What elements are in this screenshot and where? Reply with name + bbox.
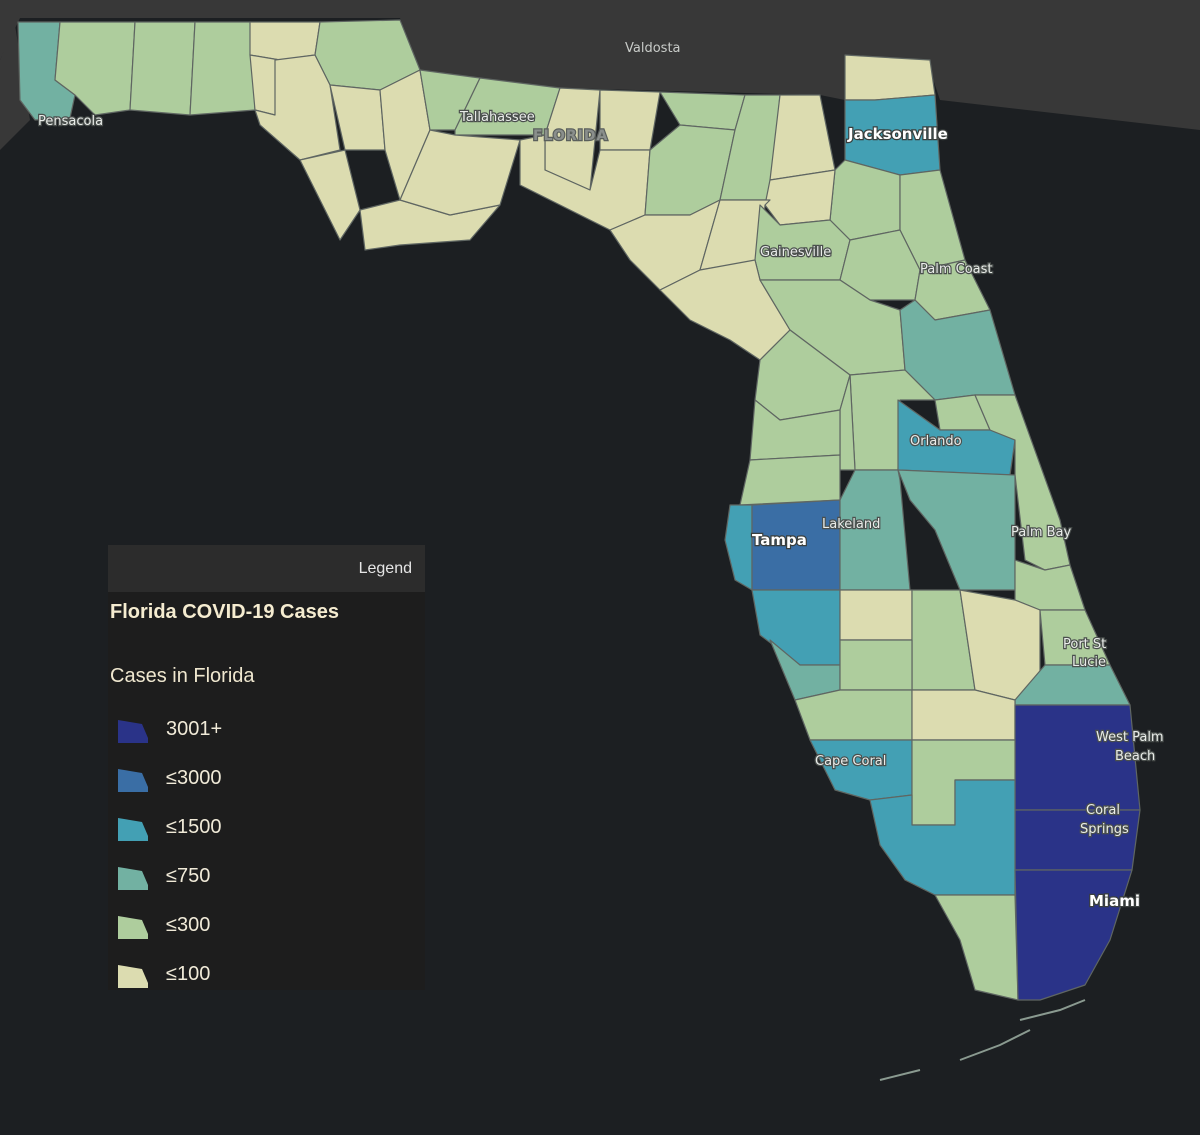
legend-header: Legend (108, 545, 425, 592)
legend-item-label: ≤3000 (166, 767, 222, 789)
county-broward[interactable] (1014, 809, 1141, 871)
label-gainesville: Gainesville (760, 245, 831, 260)
label-tampa: Tampa (752, 531, 807, 549)
legend-item: 3001+ (116, 705, 222, 754)
county-gulf[interactable] (299, 149, 361, 241)
county-osceola[interactable] (897, 469, 1016, 591)
county-walton[interactable] (189, 21, 256, 116)
legend-swatch (118, 915, 148, 939)
county-pinellas[interactable] (724, 504, 753, 591)
legend-swatch (118, 768, 148, 792)
legend-item-label: 3001+ (166, 718, 223, 740)
county-manatee[interactable] (751, 589, 841, 666)
county-glades[interactable] (911, 689, 1016, 741)
county-hardee[interactable] (839, 589, 913, 641)
label-pensacola: Pensacola (38, 114, 103, 129)
label-state-florida: FLORIDA (533, 128, 608, 144)
florida-keys (879, 999, 1086, 1081)
label-coral-springs-line1: Coral (1086, 803, 1120, 818)
legend-swatch (118, 817, 148, 841)
county-madison[interactable] (599, 89, 661, 151)
label-port-st-lucie-line2: Lucie (1072, 655, 1106, 670)
label-palm-bay: Palm Bay (1011, 525, 1072, 540)
legend-swatch-shape (118, 964, 148, 988)
label-port-st-lucie-line1: Port St (1063, 637, 1106, 652)
county-hamilton[interactable] (659, 91, 746, 131)
legend-swatch (118, 964, 148, 988)
label-valdosta: Valdosta (625, 41, 681, 56)
county-desoto[interactable] (839, 639, 913, 691)
legend-item-label: ≤300 (166, 914, 211, 936)
legend-item-label: ≤1500 (166, 816, 222, 838)
label-palm-coast: Palm Coast (920, 262, 993, 277)
legend-swatch-shape (118, 915, 148, 939)
legend-swatch-shape (118, 768, 148, 792)
legend-item: ≤300 (116, 901, 222, 950)
county-wakulla[interactable] (399, 129, 521, 216)
legend-swatch (118, 719, 148, 743)
county-monroe-mainland[interactable] (934, 894, 1019, 1001)
county-miami-dade[interactable] (1014, 869, 1133, 1001)
county-holmes[interactable] (249, 21, 321, 61)
label-cape-coral: Cape Coral (815, 754, 886, 769)
legend-item-label: ≤100 (166, 963, 211, 985)
county-collier[interactable] (869, 779, 1016, 896)
legend-swatch-shape (118, 719, 148, 743)
county-clay[interactable] (829, 159, 901, 241)
county-nassau[interactable] (844, 54, 936, 101)
neighbor-land-north (0, 0, 1200, 130)
legend-item: ≤3000 (116, 754, 222, 803)
label-miami: Miami (1089, 892, 1140, 910)
county-okaloosa[interactable] (129, 21, 196, 116)
county-leon[interactable] (454, 77, 561, 136)
legend-item: ≤750 (116, 852, 222, 901)
label-west-palm-beach-line2: Beach (1115, 749, 1155, 764)
legend-swatch-shape (118, 866, 148, 890)
neighbor-land-west (0, 25, 30, 150)
legend-item: ≤1500 (116, 803, 222, 852)
legend-header-label: Legend (358, 559, 412, 577)
legend-item: ≤100 (116, 950, 222, 999)
label-coral-springs-line2: Springs (1080, 822, 1129, 837)
county-hernando[interactable] (749, 399, 841, 461)
county-baker[interactable] (769, 94, 836, 181)
county-pasco[interactable] (739, 454, 841, 506)
label-tallahassee: Tallahassee (459, 110, 535, 125)
label-lakeland: Lakeland (822, 517, 880, 532)
legend-item-label: ≤750 (166, 865, 211, 887)
legend-swatch (118, 866, 148, 890)
county-lee[interactable] (809, 739, 913, 801)
label-jacksonville: Jacksonville (847, 125, 948, 143)
legend-items: 3001+ ≤3000 ≤1500 ≤750 ≤300 ≤100 (116, 705, 222, 999)
legend-field-title: Cases in Florida (110, 665, 255, 687)
label-orlando: Orlando (910, 434, 962, 449)
legend-panel: Legend Florida COVID-19 Cases Cases in F… (108, 545, 425, 990)
legend-swatch-shape (118, 817, 148, 841)
county-charlotte[interactable] (794, 689, 913, 741)
label-west-palm-beach-line1: West Palm (1096, 730, 1164, 745)
legend-layer-title: Florida COVID-19 Cases (110, 601, 339, 623)
